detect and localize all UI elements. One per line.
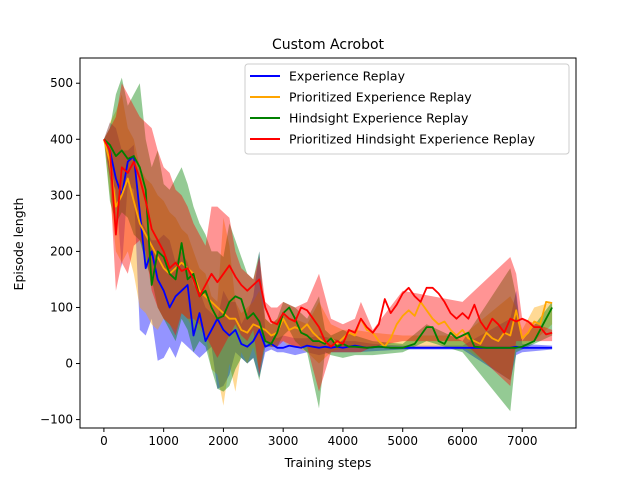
series-layer [103,77,553,412]
band-hindsight-experience-replay [103,77,553,412]
legend-box [244,63,570,155]
y-tick-label: 500 [50,76,73,90]
legend: Experience Replay Prioritized Experience … [244,63,570,155]
chart-title: Custom Acrobot [272,37,385,53]
axes-frame [79,57,577,429]
y-tick-label: 400 [50,132,73,146]
y-tick-label: 200 [50,244,73,258]
line-hindsight-experience-replay [103,138,553,349]
x-tick-label: 4000 [328,434,359,448]
x-tick-label: 2000 [208,434,239,448]
y-tick-label: −100 [40,413,73,427]
line-prioritized-hindsight-experience-replay [103,138,553,348]
legend-label: Hindsight Experience Replay [289,111,469,126]
y-axis-title: Episode length [11,198,26,291]
x-tick-label: 6000 [447,434,478,448]
plot-area: 0 1000 2000 3000 4000 5000 6000 7000 −100 0 100 200… [40,57,577,448]
x-tick-label: 1000 [148,434,179,448]
x-tick-label: 5000 [387,434,418,448]
y-tick-label: 0 [65,357,73,371]
legend-label: Experience Replay [289,69,406,84]
y-tick-label: 300 [50,188,73,202]
y-tick-label: 100 [50,300,73,314]
band-prioritized-experience-replay [103,94,553,406]
x-axis-title: Training steps [284,455,372,470]
x-tick-label: 0 [100,434,108,448]
legend-label: Prioritized Hindsight Experience Replay [289,132,536,147]
x-tick-label: 7000 [507,434,538,448]
legend-label: Prioritized Experience Replay [289,90,472,105]
x-tick-label: 3000 [268,434,299,448]
